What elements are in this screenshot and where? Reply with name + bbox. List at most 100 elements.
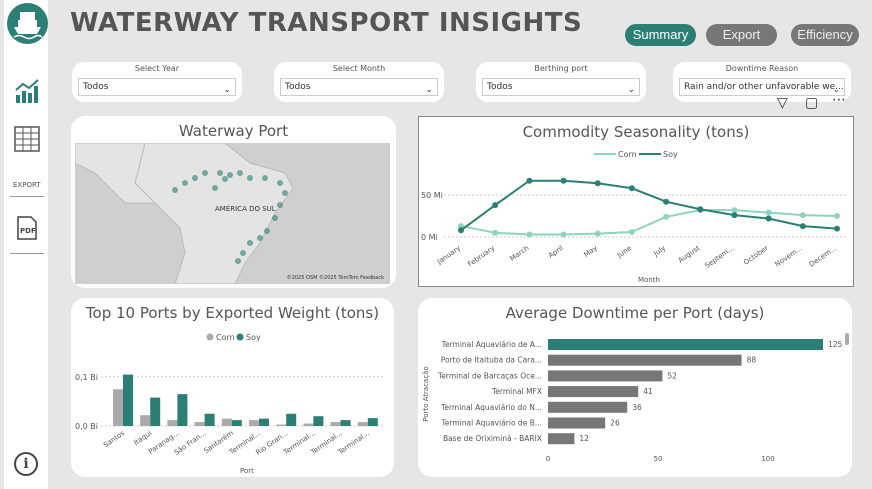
- month-dropdown[interactable]: Todos ⌄: [280, 78, 438, 96]
- legend-label-soy: Soy: [246, 333, 261, 342]
- downtime-bar: [548, 354, 742, 366]
- x-tick-label: 50: [654, 455, 663, 463]
- downtime-bar: [548, 401, 628, 413]
- data-point-soy: [458, 227, 464, 234]
- page-title: WATERWAY TRANSPORT INSIGHTS: [70, 8, 583, 38]
- y-tick-label: 0 Mi: [421, 233, 438, 242]
- y-tick-label: Porto de Itaituba da Cara...: [441, 356, 542, 365]
- top-ports-title: Top 10 Ports by Exported Weight (tons): [85, 304, 380, 322]
- slicer-title: Select Month: [332, 64, 386, 73]
- y-tick-label: 0,0 Bi: [75, 422, 98, 431]
- x-tick-label: February: [466, 244, 496, 268]
- bar-corn: [167, 420, 178, 426]
- year-slicer: Select Year Todos ⌄: [72, 62, 242, 102]
- slicer-title: Berthing port: [534, 64, 588, 73]
- chevron-down-icon: ⌄: [425, 85, 433, 95]
- summary-button[interactable]: Summary: [625, 24, 696, 46]
- y-axis-label: Porto Atracação: [422, 366, 430, 422]
- focus-mode-icon[interactable]: ▢: [805, 95, 819, 111]
- data-label: 26: [610, 419, 620, 428]
- export-label: EXPORT: [13, 181, 41, 189]
- downtime-title: Average Downtime per Port (days): [505, 304, 765, 322]
- x-tick-label: Novem...: [774, 244, 804, 269]
- data-point-soy: [834, 225, 840, 232]
- bar-soy: [231, 420, 242, 426]
- x-tick-label: July: [652, 244, 668, 258]
- bar-corn: [249, 420, 259, 426]
- data-label: 88: [747, 356, 757, 365]
- bar-corn: [140, 415, 151, 426]
- downtime-reason-dropdown[interactable]: Rain and/or other unfavorable we... ⌄: [679, 78, 845, 96]
- bar-soy: [367, 418, 378, 426]
- x-tick-label: October: [742, 244, 770, 267]
- port-map[interactable]: AMÉRICA DO SUL ©2025 OSM ©2025 TomTom Fe…: [75, 143, 390, 284]
- x-tick-label: 100: [761, 455, 774, 463]
- legend-label-corn: Corn: [216, 333, 235, 342]
- bar-corn: [194, 422, 205, 426]
- sidebar: [4, 0, 48, 489]
- data-point-soy: [594, 180, 601, 187]
- x-tick-label: Decem...: [808, 244, 838, 269]
- bar-corn: [221, 418, 232, 426]
- legend-swatch-soy: [236, 333, 244, 341]
- y-tick-label: Terminal Aquaviário do N...: [440, 403, 542, 412]
- table-icon[interactable]: [14, 126, 40, 156]
- data-point-soy: [492, 202, 499, 209]
- year-dropdown[interactable]: Todos ⌄: [78, 78, 236, 96]
- bar-soy: [286, 413, 297, 426]
- bar-corn: [113, 389, 123, 426]
- pdf-icon[interactable]: PDF: [16, 216, 38, 244]
- y-tick-label: Terminal MFX: [491, 387, 542, 396]
- data-point-soy: [697, 206, 704, 213]
- data-point-soy: [628, 185, 635, 192]
- downtime-bar-chart: Porto Atracação Terminal Aquaviário de A.…: [422, 333, 849, 463]
- data-point-corn: [731, 207, 738, 214]
- x-tick-label: June: [615, 244, 633, 260]
- bar-corn: [303, 423, 314, 426]
- data-point-soy: [799, 223, 806, 230]
- x-tick-label: April: [547, 244, 565, 260]
- map-title: Waterway Port: [178, 122, 289, 140]
- line-chart-icon[interactable]: [14, 78, 42, 108]
- info-icon[interactable]: i: [14, 452, 38, 476]
- x-tick-label: Septem...: [703, 244, 735, 270]
- chevron-down-icon: ⌄: [832, 85, 840, 95]
- seasonality-line-chart: Corn Soy 50 Mi 0 Mi January February March Apri…: [421, 150, 848, 284]
- berthing-port-dropdown[interactable]: Todos ⌄: [482, 78, 640, 96]
- seasonality-panel: Commodity Seasonality (tons): [418, 116, 854, 287]
- data-label: 36: [632, 403, 642, 412]
- data-label: 125: [828, 340, 843, 349]
- y-tick-label: 0,1 Bi: [75, 373, 98, 382]
- downtime-bar: [548, 386, 639, 398]
- bar-corn: [357, 422, 368, 426]
- y-tick-label: Terminal Aquaviário de B...: [440, 419, 542, 428]
- legend-label-soy: Soy: [663, 150, 678, 159]
- filter-icon[interactable]: ▽: [777, 95, 788, 111]
- efficiency-button[interactable]: Efficiency: [791, 24, 859, 46]
- legend-swatch-corn: [206, 333, 214, 341]
- data-point-corn: [799, 212, 806, 219]
- slicer-title: Select Year: [134, 64, 180, 73]
- month-slicer: Select Month Todos ⌄: [274, 62, 444, 102]
- x-axis-label: Port: [240, 467, 254, 475]
- bar-soy: [204, 413, 215, 426]
- y-tick-label: Terminal de Barcaças Oce...: [437, 371, 542, 380]
- x-tick-label: May: [582, 244, 598, 259]
- more-options-icon[interactable]: ⋯: [832, 92, 846, 108]
- x-tick-label: Itaqui: [132, 429, 153, 447]
- chevron-down-icon: ⌄: [627, 85, 635, 95]
- data-label: 52: [667, 371, 677, 380]
- data-point-corn: [834, 213, 840, 219]
- x-tick-label: Santos: [102, 429, 126, 449]
- bar-soy: [259, 418, 269, 426]
- scrollbar: [845, 333, 849, 345]
- x-tick-label: 0: [546, 455, 550, 463]
- data-point-soy: [560, 177, 567, 184]
- export-button[interactable]: Export: [706, 24, 777, 46]
- x-tick-label: August: [677, 244, 702, 265]
- map-region-label: AMÉRICA DO SUL: [215, 205, 276, 213]
- data-label: 41: [643, 387, 653, 396]
- bar-corn: [330, 422, 341, 426]
- data-point-corn: [594, 230, 601, 237]
